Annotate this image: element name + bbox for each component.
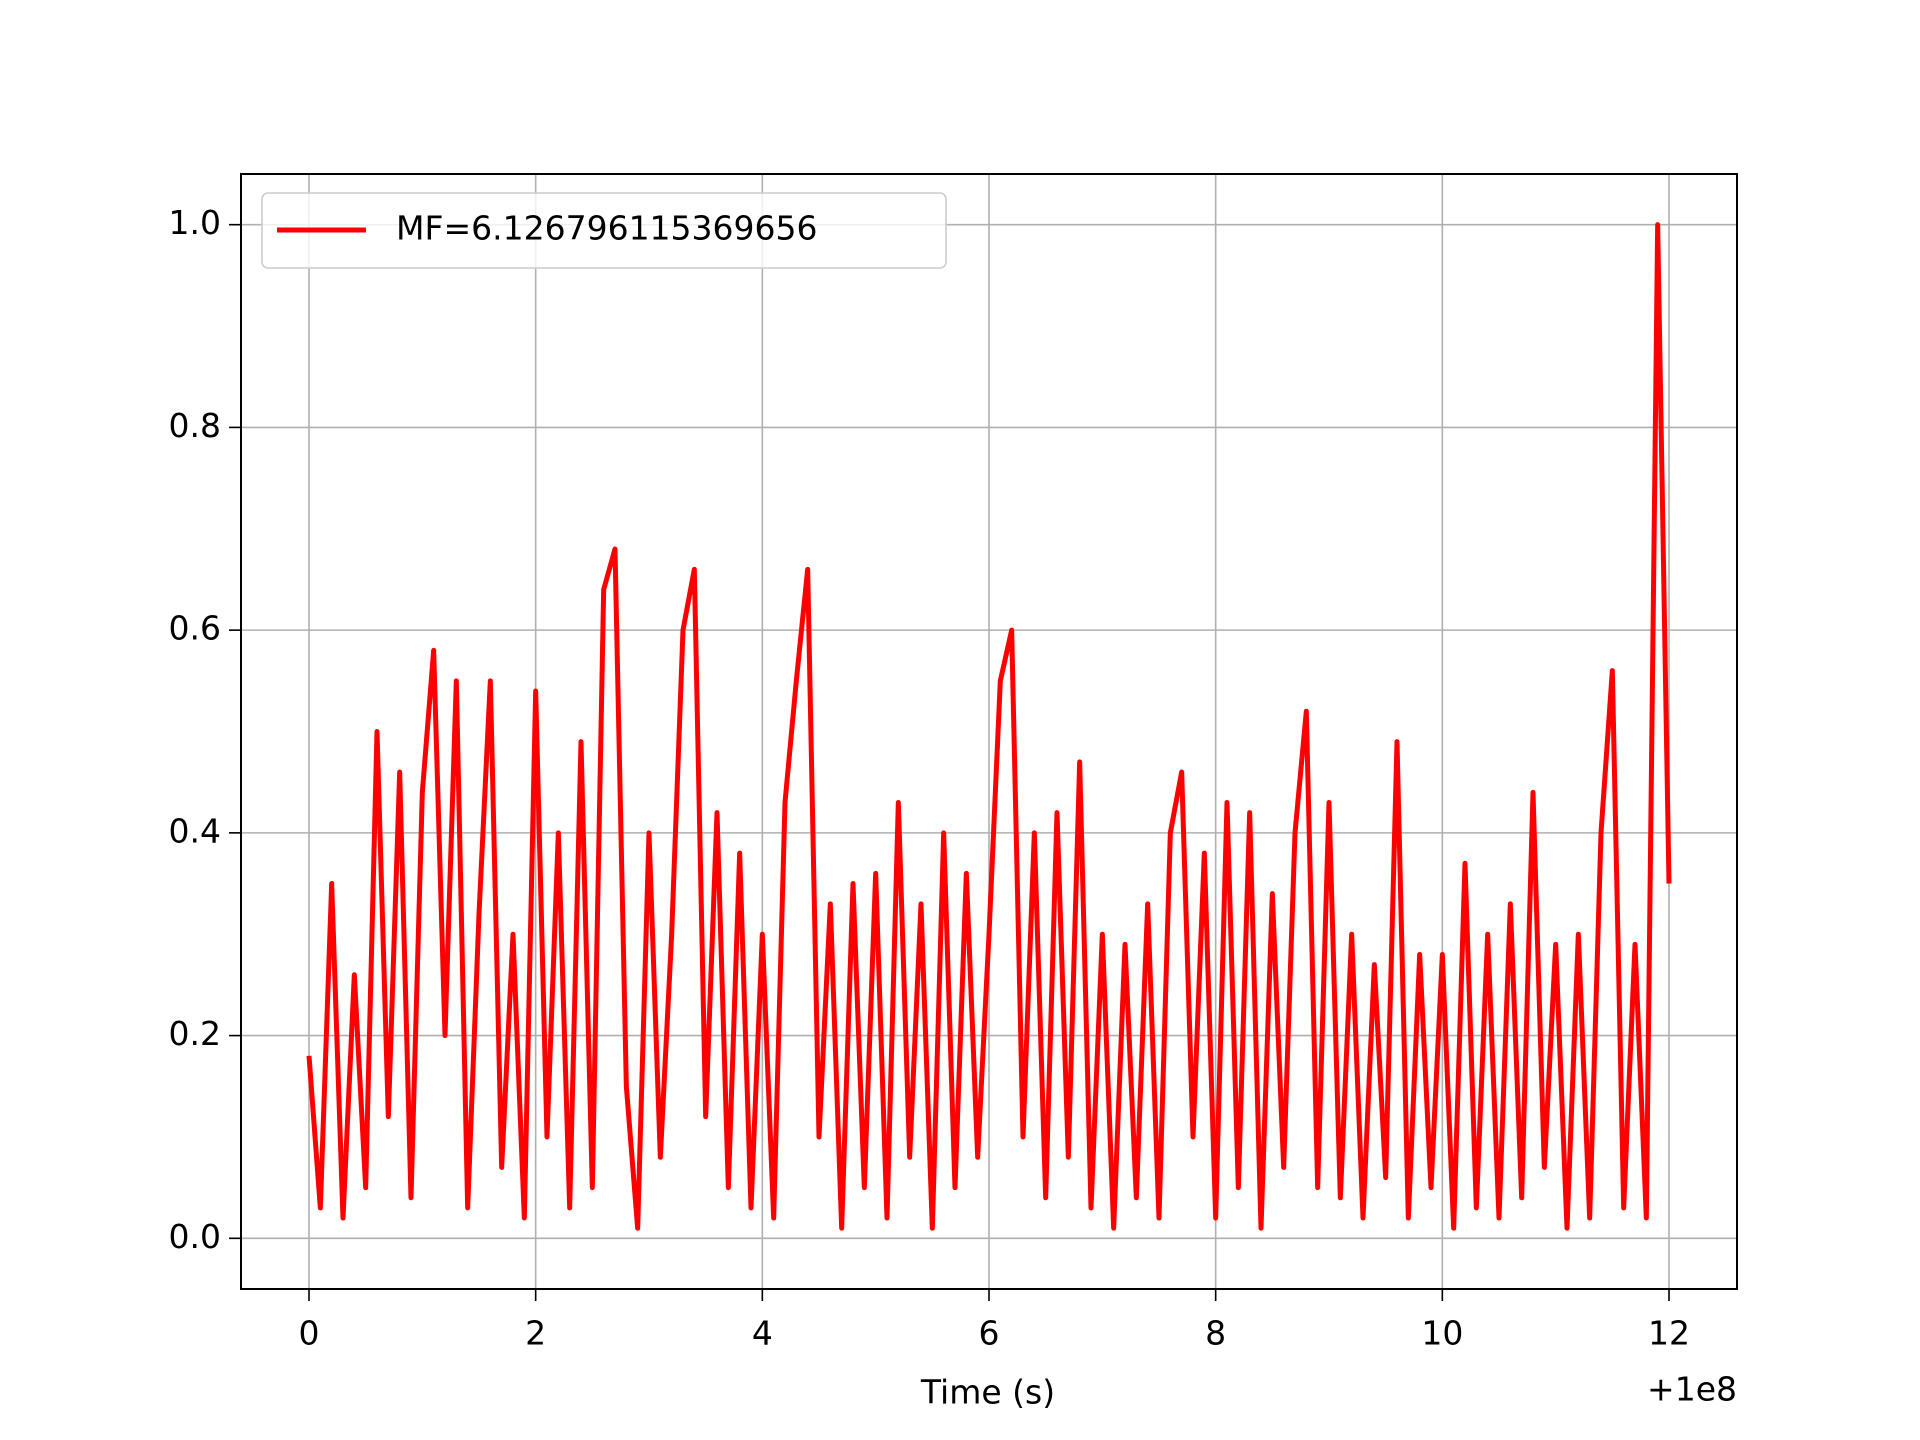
x-tick-label: 6 [979,1314,1000,1353]
y-tick-label: 0.4 [169,811,221,850]
legend-box [261,192,947,269]
x-tick-label: 8 [1205,1314,1226,1353]
y-tick-label: 0.8 [169,406,221,445]
x-offset-label: +1e8 [1647,1370,1737,1409]
y-tick-label: 0.6 [169,609,221,648]
data-line [306,222,1672,1231]
plot-frame [240,173,1738,1290]
x-tick-label: 0 [299,1314,320,1353]
x-axis-label: Time (s) [920,1373,1055,1412]
x-tick-label: 2 [525,1314,546,1353]
x-tick-label: 4 [752,1314,773,1353]
x-tick-label: 12 [1648,1314,1690,1353]
y-tick-label: 0.0 [169,1217,221,1256]
y-tick-label: 0.2 [169,1014,221,1053]
legend-label: MF=6.126796115369656 [396,209,818,248]
legend: MF=6.126796115369656 [261,192,947,269]
y-tick-label: 1.0 [169,203,221,242]
x-tick-label: 10 [1421,1314,1463,1353]
